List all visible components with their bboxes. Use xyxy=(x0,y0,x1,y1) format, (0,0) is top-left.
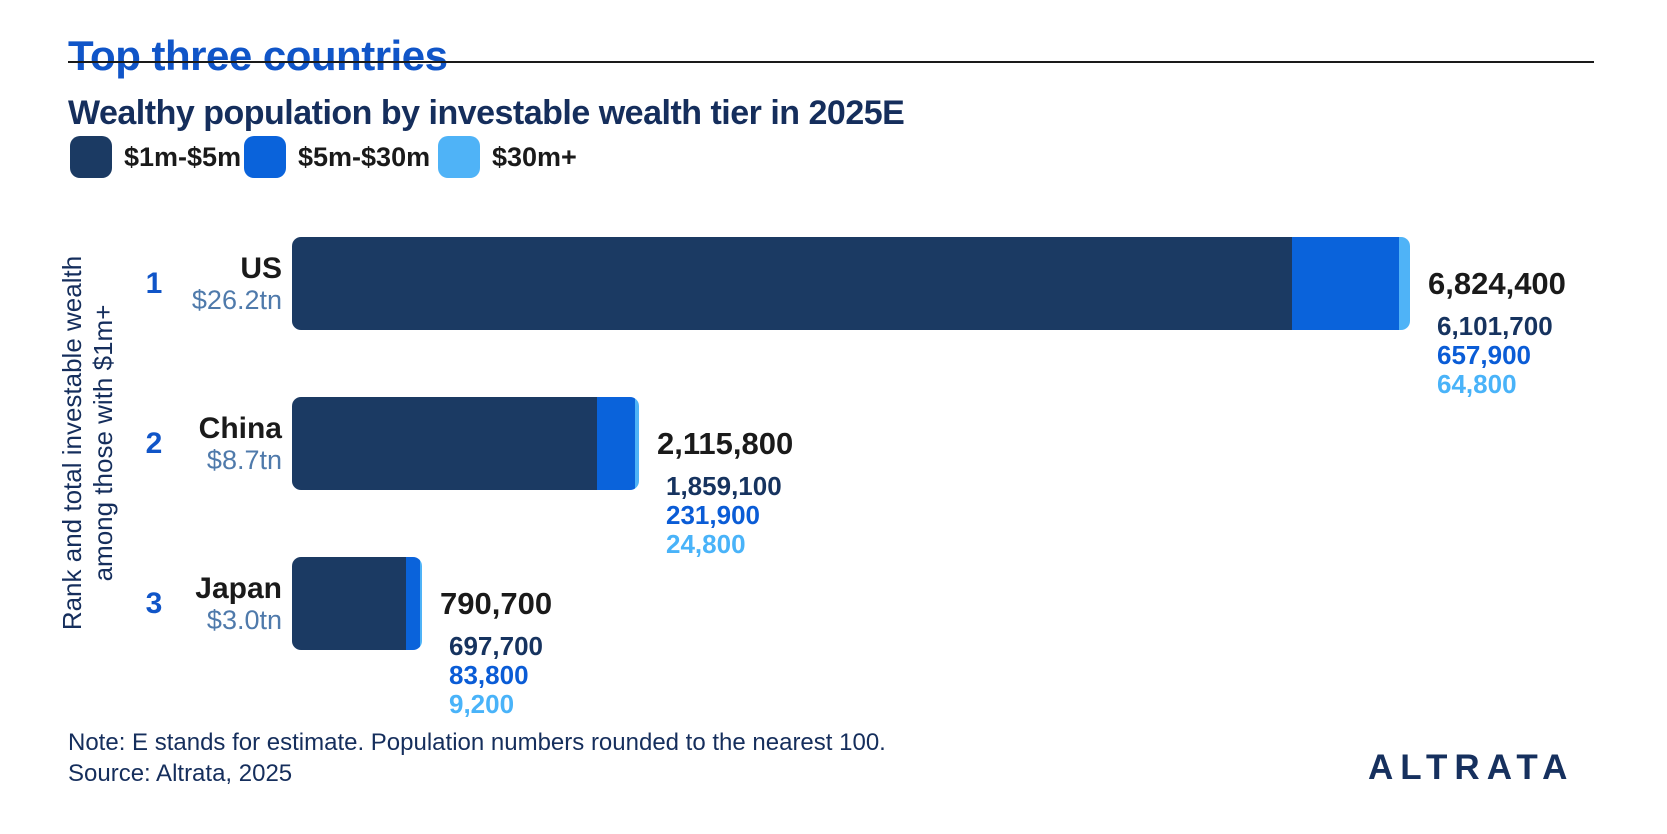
tier-value-1m-5m: 1,859,100 xyxy=(666,471,782,501)
bar-segment-5m-30m xyxy=(406,557,421,650)
country-wealth: $8.7tn xyxy=(206,444,282,475)
tier-value-1m-5m: 697,700 xyxy=(449,631,543,661)
tier-values-block: 697,700 83,800 9,200 xyxy=(449,632,543,719)
page-title: Top three countries xyxy=(68,32,448,80)
tier-value-5m-30m: 231,900 xyxy=(666,500,760,530)
bar-row-us: 1 US $26.2tn 6,824,400 6,101,700 657,900… xyxy=(0,237,1667,399)
legend-swatch-5m-30m xyxy=(244,136,286,178)
category-label-block: China $8.7tn xyxy=(150,397,282,490)
bar-segment-1m-5m xyxy=(292,237,1292,330)
legend-label: $30m+ xyxy=(492,141,577,172)
tier-values-block: 1,859,100 231,900 24,800 xyxy=(666,472,782,559)
country-name: China xyxy=(198,411,282,445)
tier-values-block: 6,101,700 657,900 64,800 xyxy=(1437,312,1553,399)
legend-swatch-1m-5m xyxy=(70,136,112,178)
bar-row-china: 2 China $8.7tn 2,115,800 1,859,100 231,9… xyxy=(0,397,1667,559)
stacked-bar xyxy=(292,237,1410,330)
bar-segment-5m-30m xyxy=(596,397,635,490)
bar-segment-30m-plus xyxy=(634,397,639,490)
note-text: Note: E stands for estimate. Population … xyxy=(68,729,886,756)
country-name: Japan xyxy=(195,571,282,605)
stacked-bar xyxy=(292,557,422,650)
bar-segment-30m-plus xyxy=(420,557,422,650)
bar-segment-1m-5m xyxy=(292,557,407,650)
altrata-logo: ALTRATA xyxy=(1368,748,1575,787)
bar-row-japan: 3 Japan $3.0tn 790,700 697,700 83,800 9,… xyxy=(0,557,1667,719)
title-divider xyxy=(68,61,1594,63)
total-value-label: 6,824,400 xyxy=(1428,265,1566,301)
country-name: US xyxy=(240,251,282,285)
legend-item-5m-30m: $5m-$30m xyxy=(244,136,430,178)
legend-label: $1m-$5m xyxy=(124,141,242,172)
tier-value-30m-plus: 9,200 xyxy=(449,689,515,719)
legend-item-30m-plus: $30m+ xyxy=(438,136,577,178)
tier-value-30m-plus: 24,800 xyxy=(666,529,746,559)
tier-value-1m-5m: 6,101,700 xyxy=(1437,311,1553,341)
total-value-label: 790,700 xyxy=(440,585,553,621)
legend-swatch-30m-plus xyxy=(438,136,480,178)
legend-label: $5m-$30m xyxy=(298,141,431,172)
category-label-block: Japan $3.0tn xyxy=(150,557,282,650)
country-wealth: $26.2tn xyxy=(191,284,282,315)
category-label-block: US $26.2tn xyxy=(150,237,282,330)
bar-segment-5m-30m xyxy=(1291,237,1400,330)
tier-value-30m-plus: 64,800 xyxy=(1437,369,1517,399)
tier-value-5m-30m: 83,800 xyxy=(449,660,529,690)
bar-segment-1m-5m xyxy=(292,397,597,490)
country-wealth: $3.0tn xyxy=(206,604,282,635)
total-value-label: 2,115,800 xyxy=(657,425,794,461)
tier-value-5m-30m: 657,900 xyxy=(1437,340,1531,370)
legend-item-1m-5m: $1m-$5m xyxy=(70,136,241,178)
rank-label: 2 xyxy=(145,426,163,460)
bar-segment-30m-plus xyxy=(1399,237,1410,330)
page-subtitle: Wealthy population by investable wealth … xyxy=(68,94,905,133)
rank-label: 3 xyxy=(145,586,163,620)
stacked-bar xyxy=(292,397,639,490)
rank-label: 1 xyxy=(145,266,163,300)
source-text: Source: Altrata, 2025 xyxy=(68,760,293,787)
